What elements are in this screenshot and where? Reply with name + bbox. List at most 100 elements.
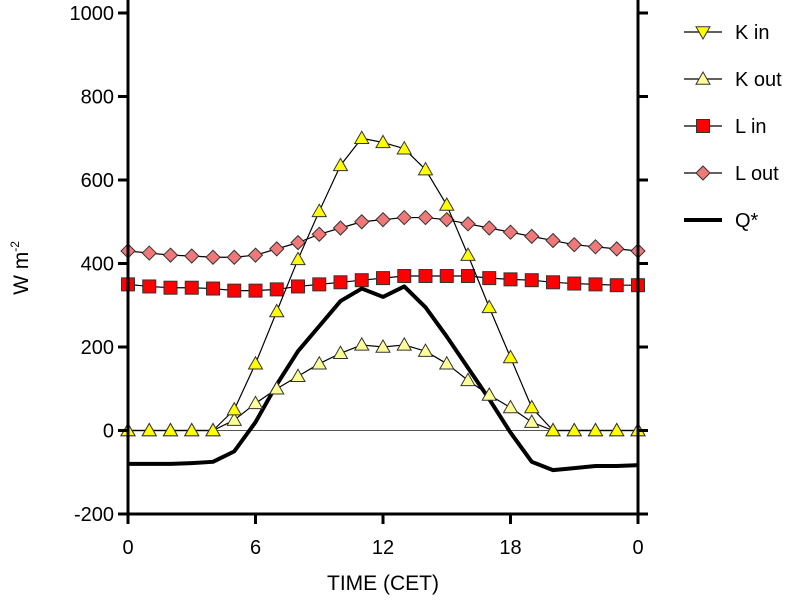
point-l-out	[247, 247, 264, 263]
point-k-in	[332, 157, 349, 172]
point-k-in	[375, 134, 391, 149]
point-k-in	[396, 140, 413, 155]
point-l-in	[354, 273, 369, 288]
point-k-in	[523, 399, 540, 414]
point-l-in	[142, 279, 157, 294]
point-k-in	[608, 422, 625, 437]
legend-label-q: Q*	[735, 210, 759, 232]
point-l-out	[311, 226, 327, 242]
point-l-out	[269, 241, 285, 257]
x-tick-label: 12	[372, 537, 394, 559]
point-l-in	[609, 278, 624, 293]
point-l-out	[481, 220, 497, 236]
y-tick-label: 400	[81, 254, 114, 276]
point-l-in	[567, 276, 582, 291]
point-k-out	[438, 355, 455, 370]
point-k-out	[353, 336, 370, 351]
point-k-in	[247, 355, 264, 370]
point-k-in	[566, 422, 583, 437]
point-k-in	[162, 422, 179, 437]
point-k-out	[481, 387, 498, 401]
legend-marker-l-in	[696, 119, 710, 133]
point-l-out	[609, 241, 625, 257]
point-k-out	[375, 338, 391, 353]
point-l-in	[503, 272, 518, 287]
y-tick-label: -200	[74, 504, 114, 526]
point-l-out	[439, 211, 455, 228]
point-l-in	[439, 269, 454, 284]
point-l-out	[460, 216, 476, 232]
point-k-in	[183, 422, 200, 437]
y-tick-label: 200	[81, 337, 114, 359]
point-l-out	[545, 232, 561, 249]
point-l-in	[248, 283, 263, 298]
point-k-in	[460, 247, 476, 261]
point-k-in	[268, 303, 285, 318]
point-l-in	[588, 277, 603, 292]
point-l-in	[461, 269, 475, 284]
point-l-in	[269, 282, 284, 297]
point-k-out	[268, 380, 285, 395]
point-l-in	[291, 279, 305, 294]
point-k-out	[417, 343, 434, 357]
legend-label-k-out: K out	[735, 69, 782, 91]
point-l-out	[417, 209, 434, 226]
x-tick-label: 6	[250, 537, 261, 559]
point-k-out	[226, 412, 243, 426]
y-tick-label: 800	[81, 87, 114, 109]
legend-label-l-out: L out	[735, 163, 779, 185]
point-l-in	[524, 273, 539, 288]
point-l-in	[184, 280, 199, 295]
point-k-in	[353, 130, 370, 144]
y-tick-label: 600	[81, 170, 114, 192]
legend: K in K out L in L out Q*	[684, 22, 782, 232]
point-l-in	[418, 269, 433, 284]
legend-marker-l-out	[695, 165, 711, 181]
point-k-out	[523, 414, 540, 428]
point-k-in	[311, 203, 328, 218]
y-axis-label: W m-2	[8, 241, 33, 295]
point-k-out	[502, 399, 519, 414]
point-l-out	[587, 239, 604, 255]
point-l-out	[184, 248, 200, 264]
point-l-out	[162, 247, 179, 263]
point-l-in	[397, 269, 412, 284]
point-k-out	[311, 355, 328, 370]
point-k-in	[417, 161, 434, 176]
legend-label-k-in: K in	[735, 22, 769, 44]
x-tick-label: 0	[632, 537, 643, 559]
point-l-out	[290, 234, 306, 251]
point-l-in	[206, 281, 220, 296]
point-k-out	[396, 336, 413, 351]
x-axis-label: TIME (CET)	[327, 572, 439, 595]
point-k-out	[460, 372, 476, 387]
point-k-in	[438, 197, 455, 211]
y-tick-label: 1000	[70, 3, 115, 25]
point-l-out	[396, 209, 412, 226]
legend-label-l-in: L in	[735, 116, 767, 138]
point-l-out	[375, 211, 391, 228]
point-k-in	[141, 422, 158, 437]
x-tick-label: 18	[499, 537, 521, 559]
point-l-in	[333, 275, 348, 290]
point-k-in	[226, 401, 243, 416]
legend-marker-k-out	[695, 70, 711, 85]
point-k-out	[332, 345, 349, 360]
point-k-in	[481, 299, 498, 314]
point-k-out	[247, 395, 264, 410]
x-tick-label: 0	[122, 537, 133, 559]
point-l-out	[226, 249, 242, 265]
point-l-in	[227, 283, 242, 298]
point-l-out	[566, 237, 582, 253]
point-l-in	[376, 271, 390, 286]
y-tick-label: 0	[103, 421, 114, 443]
point-l-in	[482, 271, 497, 286]
point-l-out	[354, 214, 370, 230]
point-k-in	[545, 422, 561, 437]
point-k-in	[587, 422, 604, 437]
point-l-in	[546, 275, 560, 290]
point-l-out	[332, 220, 349, 236]
series-line-q	[128, 284, 639, 473]
point-l-out	[502, 224, 519, 240]
